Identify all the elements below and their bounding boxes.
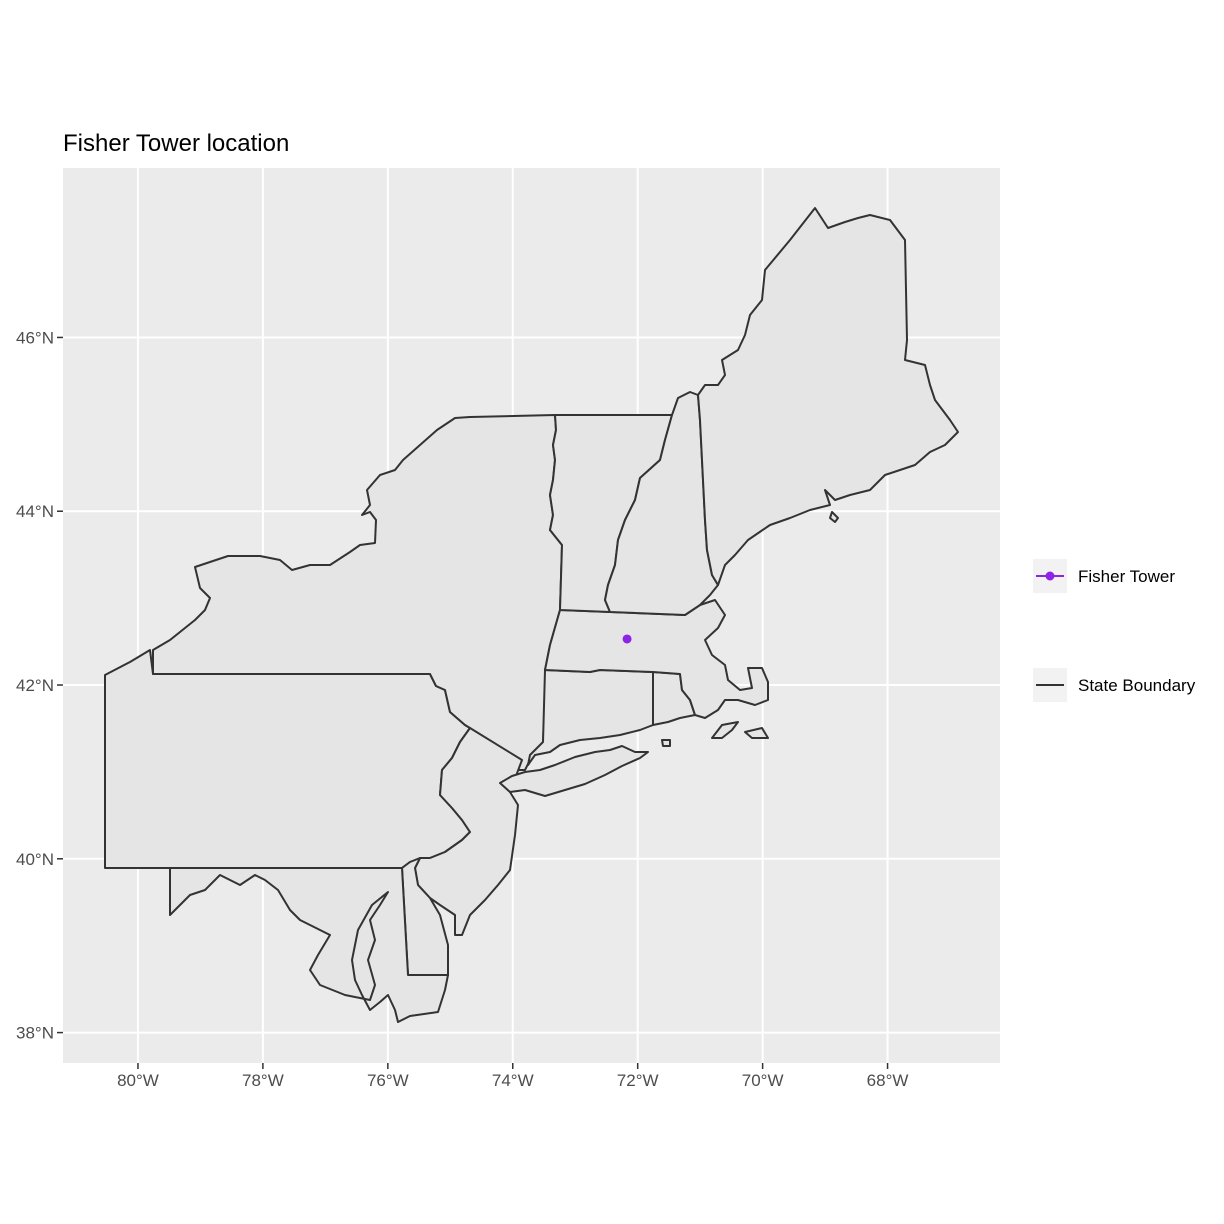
legend-item-fisher-tower: Fisher Tower [1033,559,1175,593]
state-maryland [169,867,449,1023]
y-tick-label: 42°N [16,676,54,695]
y-tick-label: 44°N [16,502,54,521]
map-title: Fisher Tower location [63,130,289,157]
state-maine [697,207,959,586]
x-tick-label: 74°W [492,1071,534,1090]
state-boundaries [104,207,959,1023]
x-tick-label: 70°W [742,1071,784,1090]
long-island [499,745,649,797]
fisher-tower-point [622,634,632,644]
marthas-vineyard [711,721,739,739]
legend-item-state-boundary: State Boundary [1033,668,1196,702]
y-tick-label: 38°N [16,1024,54,1043]
maine-island [829,511,839,523]
legend-label-fisher-tower: Fisher Tower [1078,567,1175,586]
x-axis-ticks: 80°W 78°W 76°W 74°W 72°W 70°W 68°W [117,1063,908,1090]
state-massachusetts [544,599,769,719]
legend: Fisher Tower State Boundary [1033,559,1196,702]
nantucket [744,727,769,739]
x-tick-label: 72°W [617,1071,659,1090]
y-tick-label: 46°N [16,328,54,347]
x-tick-label: 78°W [242,1071,284,1090]
state-new-york [152,414,563,781]
x-tick-label: 68°W [867,1071,909,1090]
x-tick-label: 76°W [367,1071,409,1090]
legend-point-key [1045,571,1055,581]
y-axis-ticks: 38°N 40°N 42°N 44°N 46°N [16,328,63,1043]
state-pennsylvania [104,649,471,869]
legend-label-state-boundary: State Boundary [1078,676,1196,695]
block-island [661,739,671,747]
x-tick-label: 80°W [117,1071,159,1090]
y-tick-label: 40°N [16,850,54,869]
